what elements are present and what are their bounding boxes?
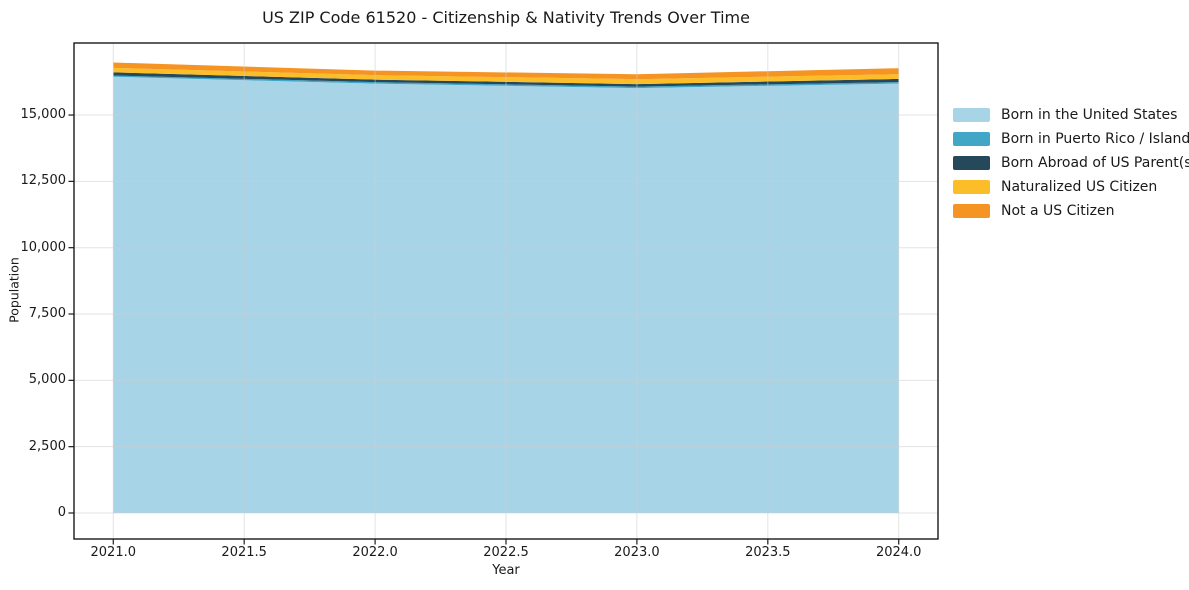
legend-swatch-icon — [953, 180, 990, 194]
legend-item: Naturalized US Citizen — [953, 180, 1189, 194]
x-tick-label: 2024.0 — [875, 545, 922, 560]
x-tick-label: 2021.0 — [90, 545, 137, 560]
legend-item: Not a US Citizen — [953, 204, 1189, 218]
legend-label: Born in Puerto Rico / Islands — [1001, 131, 1189, 147]
y-tick-label: 0 — [57, 504, 66, 520]
y-tick-label: 15,000 — [20, 107, 67, 123]
y-tick-label: 12,500 — [20, 173, 67, 189]
legend-swatch-icon — [953, 156, 990, 170]
legend-label: Naturalized US Citizen — [1001, 179, 1158, 195]
x-tick-label: 2023.0 — [614, 545, 660, 560]
x-tick-label: 2022.0 — [352, 545, 398, 560]
legend-item: Born in Puerto Rico / Islands — [953, 132, 1189, 146]
legend-swatch-icon — [953, 204, 990, 218]
legend: Born in the United States Born in Puerto … — [953, 108, 1189, 218]
y-tick-label: 2,500 — [28, 438, 66, 454]
x-tick-label: 2023.5 — [745, 545, 791, 560]
area-series-4 — [113, 62, 899, 80]
area-series-2 — [113, 72, 899, 87]
x-tick-label: 2022.5 — [483, 545, 529, 560]
area-series-3 — [113, 67, 899, 85]
x-tick-label: 2021.5 — [221, 545, 267, 560]
y-tick-label: 5,000 — [28, 372, 66, 388]
legend-label: Not a US Citizen — [1001, 203, 1115, 219]
legend-label: Born in the United States — [1001, 107, 1178, 123]
legend-label: Born Abroad of US Parent(s) — [1001, 155, 1189, 171]
legend-item: Born Abroad of US Parent(s) — [953, 156, 1189, 170]
legend-swatch-icon — [953, 132, 990, 146]
x-axis-label: Year — [492, 563, 520, 578]
y-tick-label: 7,500 — [28, 306, 66, 322]
y-tick-label: 10,000 — [20, 239, 67, 255]
legend-swatch-icon — [953, 108, 990, 122]
legend-item: Born in the United States — [953, 108, 1189, 122]
chart-title: US ZIP Code 61520 - Citizenship & Nativi… — [262, 8, 750, 27]
